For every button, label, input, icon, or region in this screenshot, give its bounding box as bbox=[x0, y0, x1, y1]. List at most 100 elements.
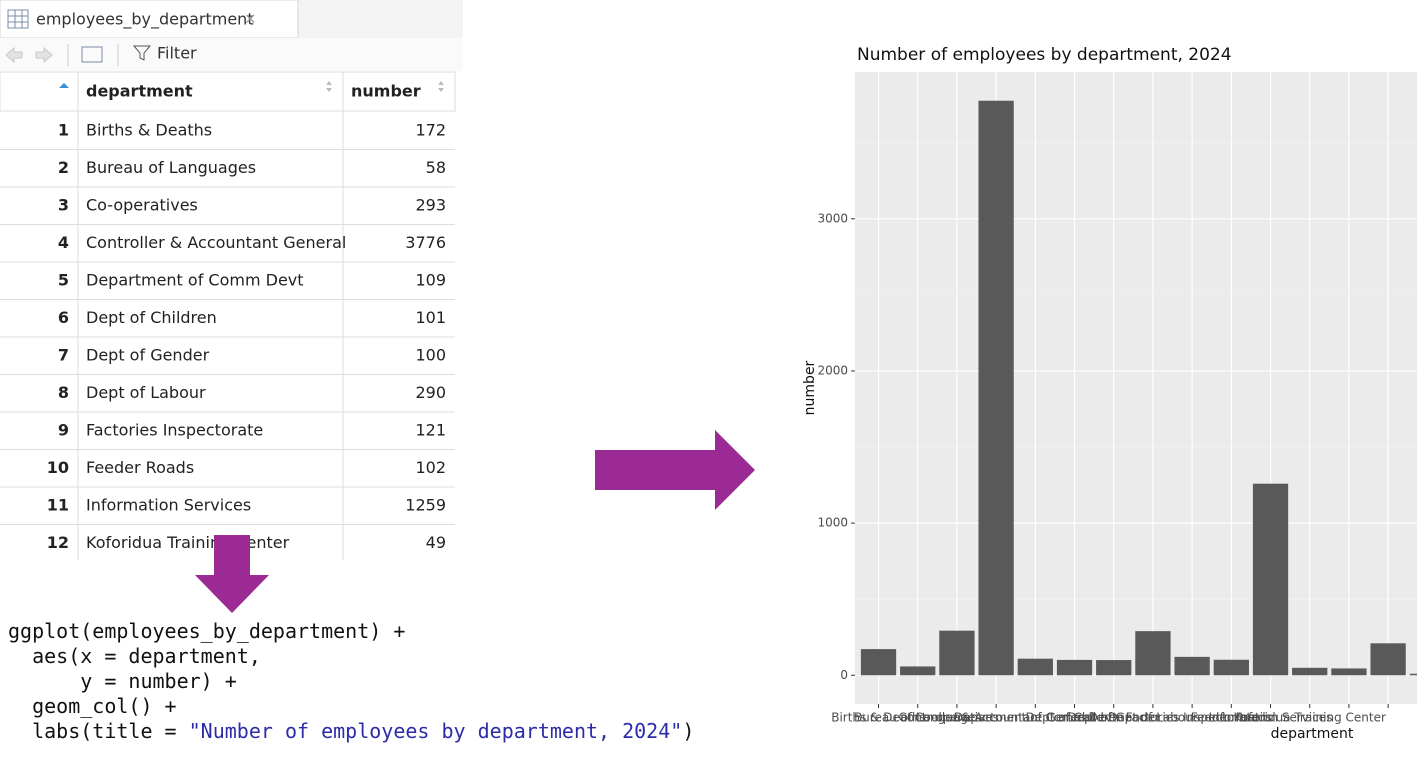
number-cell: 101 bbox=[415, 308, 446, 327]
row-index: 12 bbox=[47, 533, 69, 552]
number-cell: 1259 bbox=[405, 496, 446, 515]
x-tick-label: Feeder Roads bbox=[1191, 711, 1272, 725]
code-line: labs(title = "Number of employees by dep… bbox=[8, 719, 694, 743]
code-line: aes(x = department, bbox=[8, 644, 261, 668]
bar bbox=[860, 649, 897, 676]
tab[interactable] bbox=[0, 0, 299, 39]
bar bbox=[1017, 658, 1053, 676]
department-cell: Department of Comm Devt bbox=[86, 271, 304, 290]
row-index: 2 bbox=[58, 158, 69, 177]
department-cell: Co-operatives bbox=[86, 196, 198, 215]
code-line: ggplot(employees_by_department) + bbox=[8, 619, 405, 643]
code-block: ggplot(employees_by_department) + aes(x … bbox=[8, 619, 694, 743]
x-tick-label: Co-operatives bbox=[915, 711, 999, 725]
department-cell: Controller & Accountant General bbox=[86, 233, 346, 252]
row-index: 6 bbox=[58, 308, 69, 327]
sort-arrows bbox=[326, 81, 332, 92]
bar bbox=[900, 666, 936, 676]
x-tick-label: Births & Deaths bbox=[831, 711, 926, 725]
toolbar bbox=[0, 38, 463, 71]
plot-panel bbox=[855, 72, 1417, 704]
x-tick-label: Koforidua Training Center bbox=[1234, 711, 1386, 725]
row-index: 3 bbox=[58, 196, 69, 215]
department-cell: Feeder Roads bbox=[86, 458, 194, 477]
number-cell: 109 bbox=[415, 271, 446, 290]
code-token: y = number) + bbox=[8, 669, 237, 693]
y-tick-label: 3000 bbox=[817, 211, 848, 225]
bar bbox=[1252, 483, 1289, 676]
x-tick-label: Factories Inspectorate bbox=[1126, 711, 1259, 725]
bar bbox=[978, 100, 1014, 676]
bar bbox=[1174, 656, 1210, 676]
x-tick-label: Department of Comm Devt bbox=[954, 711, 1117, 725]
filter-icon[interactable] bbox=[132, 45, 152, 61]
department-cell: Births & Deaths bbox=[86, 121, 212, 140]
row-index: 5 bbox=[58, 271, 69, 290]
bar bbox=[1370, 643, 1406, 676]
number-cell: 100 bbox=[415, 346, 446, 365]
bar bbox=[1213, 659, 1249, 676]
column-header: number bbox=[351, 82, 421, 101]
down-arrow bbox=[195, 535, 269, 613]
department-cell: Dept of Children bbox=[86, 308, 217, 327]
department-cell: Information Services bbox=[86, 496, 251, 515]
row-index: 4 bbox=[58, 233, 69, 252]
row-index: 1 bbox=[58, 121, 69, 140]
department-cell: Koforidua Training Center bbox=[86, 533, 290, 552]
code-token: labs(title = bbox=[8, 719, 189, 743]
bar bbox=[939, 630, 975, 676]
popout-icon[interactable] bbox=[81, 46, 103, 63]
x-axis-title: department bbox=[1271, 726, 1354, 742]
y-axis-title: number bbox=[802, 360, 818, 415]
x-tick-label: Dept of Gender bbox=[1068, 711, 1160, 725]
number-cell: 58 bbox=[426, 158, 446, 177]
number-cell: 102 bbox=[415, 458, 446, 477]
filter-button[interactable]: Filter bbox=[157, 44, 197, 63]
code-line: y = number) + bbox=[8, 669, 237, 693]
row-index: 8 bbox=[58, 383, 69, 402]
number-cell: 290 bbox=[415, 383, 446, 402]
nav-arrows[interactable] bbox=[5, 46, 53, 64]
number-cell: 121 bbox=[415, 421, 446, 440]
header-row bbox=[0, 71, 456, 112]
tab-title: employees_by_department bbox=[36, 10, 254, 30]
number-cell: 49 bbox=[426, 533, 446, 552]
row-index: 11 bbox=[47, 496, 69, 515]
x-tick-label: Dept of Labour bbox=[1108, 711, 1198, 725]
table-icon bbox=[7, 9, 29, 29]
number-cell: 172 bbox=[415, 121, 446, 140]
column-header: department bbox=[86, 82, 193, 101]
code-token: "Number of employees by department, 2024… bbox=[189, 719, 683, 743]
department-cell: Dept of Gender bbox=[86, 346, 210, 365]
bar bbox=[1096, 660, 1132, 676]
chart-title: Number of employees by department, 2024 bbox=[857, 45, 1232, 65]
sort-arrows bbox=[438, 81, 444, 92]
number-cell: 3776 bbox=[405, 233, 446, 252]
number-cell: 293 bbox=[415, 196, 446, 215]
code-token: ) bbox=[682, 719, 694, 743]
code-token: geom_col() + bbox=[8, 694, 177, 718]
row-index: 7 bbox=[58, 346, 69, 365]
y-tick-label: 1000 bbox=[817, 516, 848, 530]
code-line: geom_col() + bbox=[8, 694, 177, 718]
bar bbox=[1409, 673, 1417, 676]
code-token: aes(x = department, bbox=[8, 644, 261, 668]
department-cell: Bureau of Languages bbox=[86, 158, 256, 177]
row-index: 9 bbox=[58, 421, 69, 440]
department-cell: Factories Inspectorate bbox=[86, 421, 263, 440]
x-tick-label: Controller & Accountant General bbox=[899, 711, 1094, 725]
bar bbox=[1292, 667, 1328, 676]
bar bbox=[1331, 668, 1367, 676]
y-tick-label: 2000 bbox=[817, 363, 848, 377]
code-token: ggplot(employees_by_department) + bbox=[8, 619, 405, 643]
right-arrow bbox=[595, 430, 755, 510]
sort-indicator[interactable] bbox=[59, 83, 69, 88]
data-table: department number 1 Births & Deaths 172 2 Bure… bbox=[0, 71, 463, 566]
bar bbox=[1056, 659, 1093, 676]
bar bbox=[1135, 631, 1171, 676]
y-tick-label: 0 bbox=[840, 668, 848, 682]
x-tick-label: Information Services bbox=[1209, 711, 1333, 725]
tab-close[interactable]: × bbox=[244, 10, 257, 28]
